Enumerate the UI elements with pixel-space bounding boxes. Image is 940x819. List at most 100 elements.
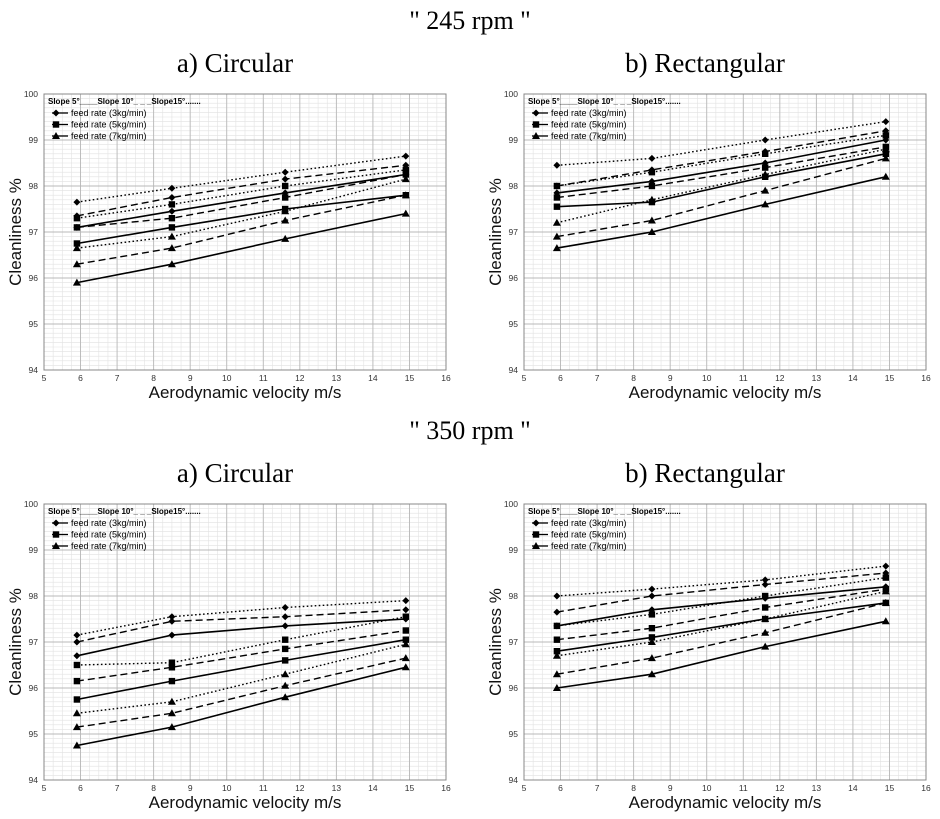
data-point (73, 198, 81, 206)
series-7kg-min-slope-15 (72, 175, 410, 252)
data-point (553, 648, 561, 655)
data-point (168, 631, 176, 639)
data-point (281, 604, 289, 611)
series-line (556, 130, 886, 187)
data-point (168, 194, 176, 201)
data-point (881, 587, 890, 595)
series-line (556, 146, 886, 199)
y-tick-label: 94 (29, 775, 39, 785)
legend-marker (532, 542, 540, 549)
data-point (648, 611, 656, 618)
x-tick-label: 5 (522, 783, 527, 793)
plot-frame (43, 93, 447, 371)
top-section-title: " 245 rpm " (409, 6, 531, 35)
data-point (167, 244, 176, 252)
x-tick-label: 15 (885, 783, 895, 793)
series-7kg-min-slope-15 (72, 640, 410, 717)
x-tick-label: 8 (631, 373, 636, 383)
data-point (282, 645, 289, 653)
panel-title-4: b) Rectangular (625, 458, 785, 488)
data-point (647, 654, 656, 662)
chart-245-circular: 5 6 7 8 9 10 11 12 13 14 15 16 94 95 96 97 98 99 100 Aerody… (6, 88, 456, 406)
data-point (73, 631, 81, 639)
x-tick-label: 14 (848, 783, 858, 793)
legend-entry-label: feed rate (7kg/min) (71, 131, 147, 141)
legend-marker (52, 109, 60, 117)
x-tick-label: 13 (812, 783, 822, 793)
data-point (167, 723, 176, 731)
data-point (72, 709, 81, 717)
data-point (72, 278, 81, 286)
series-line (76, 616, 406, 666)
data-point (761, 136, 769, 144)
series-line (76, 212, 406, 284)
data-point (73, 661, 81, 669)
data-point (168, 207, 176, 215)
y-tick-label: 100 (24, 89, 38, 99)
x-tick-label: 8 (631, 783, 636, 793)
data-point (648, 169, 656, 176)
x-tick-label: 13 (332, 783, 342, 793)
chart-350-circular: 5 6 7 8 9 10 11 12 13 14 15 16 94 95 96 97 98 99 100 Aerody… (6, 498, 456, 816)
y-tick-label: 98 (29, 181, 39, 191)
data-point (648, 585, 656, 593)
y-tick-label: 100 (504, 499, 518, 509)
series-line (76, 173, 406, 229)
x-tick-label: 14 (368, 373, 378, 383)
series-line (76, 666, 406, 747)
series-line (76, 164, 406, 217)
data-point (281, 216, 290, 224)
x-tick-label: 14 (848, 373, 858, 383)
legend-entry-label: feed rate (7kg/min) (551, 541, 627, 551)
legend-entry-label: feed rate (5kg/min) (551, 530, 627, 540)
data-point (552, 684, 561, 691)
data-point (73, 677, 81, 685)
series-3kg-min-slope-10 (73, 606, 410, 646)
data-point (168, 201, 176, 208)
data-point (401, 175, 410, 183)
data-point (168, 677, 176, 685)
data-point (882, 574, 889, 581)
series-line (556, 602, 886, 675)
data-point (72, 723, 81, 731)
y-axis-label: Cleanliness % (6, 178, 25, 286)
series-line (76, 618, 406, 657)
data-point (281, 681, 290, 689)
y-axis-label: Cleanliness % (486, 588, 505, 696)
x-tick-label: 10 (702, 783, 712, 793)
x-tick-label: 15 (405, 373, 415, 383)
legend-marker (52, 121, 60, 128)
data-point (882, 150, 889, 157)
data-point (881, 172, 890, 180)
y-tick-label: 97 (509, 637, 519, 647)
data-point (282, 194, 289, 201)
x-tick-label: 15 (885, 373, 895, 383)
data-point (647, 195, 656, 203)
data-point (553, 161, 561, 169)
series-7kg-min-slope-10 (72, 654, 410, 731)
series-3kg-min-slope-15 (73, 152, 410, 206)
x-tick-label: 6 (78, 373, 83, 383)
x-tick-label: 8 (151, 783, 156, 793)
y-tick-label: 97 (29, 637, 39, 647)
data-point (553, 203, 561, 210)
legend-header: Slope 5°____Slope 10°_ _ _Slope15°......… (48, 97, 201, 106)
x-tick-label: 9 (188, 783, 193, 793)
data-point (167, 709, 176, 717)
data-point (882, 118, 890, 126)
data-point (552, 670, 561, 678)
data-point (762, 604, 769, 611)
legend: Slope 5°____Slope 10°_ _ _Slope15°......… (48, 97, 201, 141)
y-tick-label: 98 (509, 181, 519, 191)
plot-frame (523, 93, 927, 371)
chart-350-rectangular: 5 6 7 8 9 10 11 12 13 14 15 16 94 95 96 97 98 99 100 Aerody… (486, 498, 936, 816)
x-axis-label: Aerodynamic velocity m/s (149, 793, 342, 812)
x-tick-label: 12 (295, 373, 305, 383)
series-7kg-min-slope-5 (72, 663, 410, 749)
series-line (76, 169, 406, 219)
series-3kg-min-slope-10 (553, 569, 890, 616)
series-line (76, 173, 406, 229)
series-7kg-min-slope-15 (552, 145, 890, 226)
data-point (282, 636, 289, 643)
y-tick-label: 95 (509, 319, 519, 329)
